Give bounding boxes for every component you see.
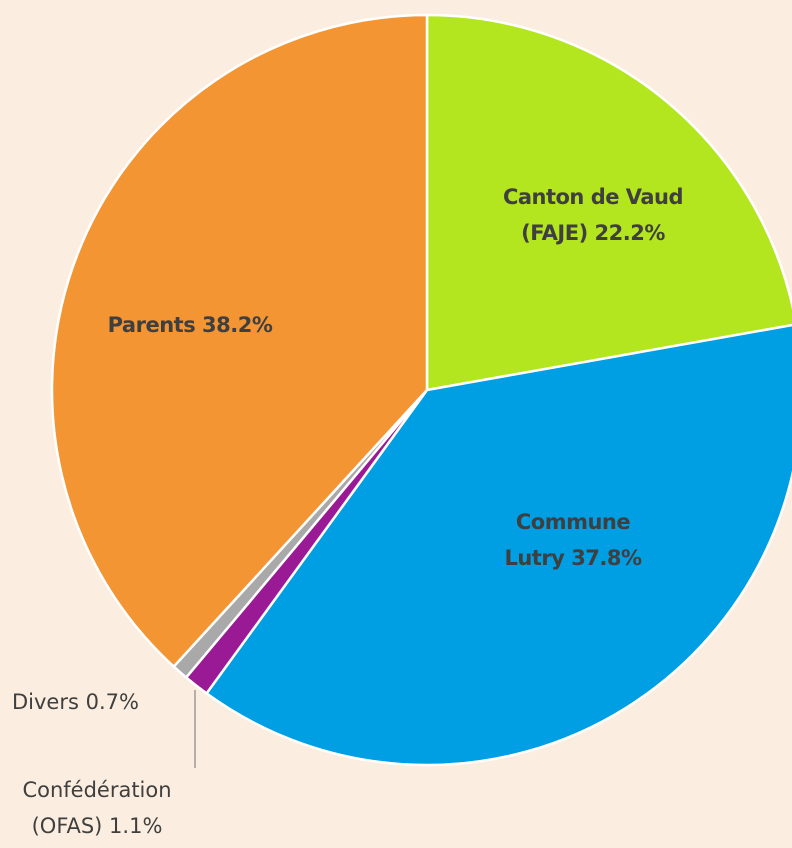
pie-slice [50,13,429,669]
slice-label: Divers 0.7% [12,684,212,720]
category-label: Confédération (OFAS) [22,778,172,838]
slice-label: Confédération (OFAS) 1.1% [12,772,182,844]
category-label: Commune Lutry [504,510,631,570]
value-label: 1.1% [109,814,163,838]
category-label: Divers [12,690,79,714]
pie-slice [425,13,792,392]
value-label: 38.2% [202,313,273,337]
slice-label: Commune Lutry 37.8% [486,504,661,576]
slice-label: Parents 38.2% [70,307,310,343]
value-label: 0.7% [85,690,139,714]
pie-slice [204,323,792,767]
slice-label: Canton de Vaud (FAJE) 22.2% [493,179,693,251]
value-label: 37.8% [571,546,642,570]
value-label: 22.2% [594,221,666,245]
category-label: Canton de Vaud (FAJE) [502,185,684,245]
category-label: Parents [107,313,196,337]
